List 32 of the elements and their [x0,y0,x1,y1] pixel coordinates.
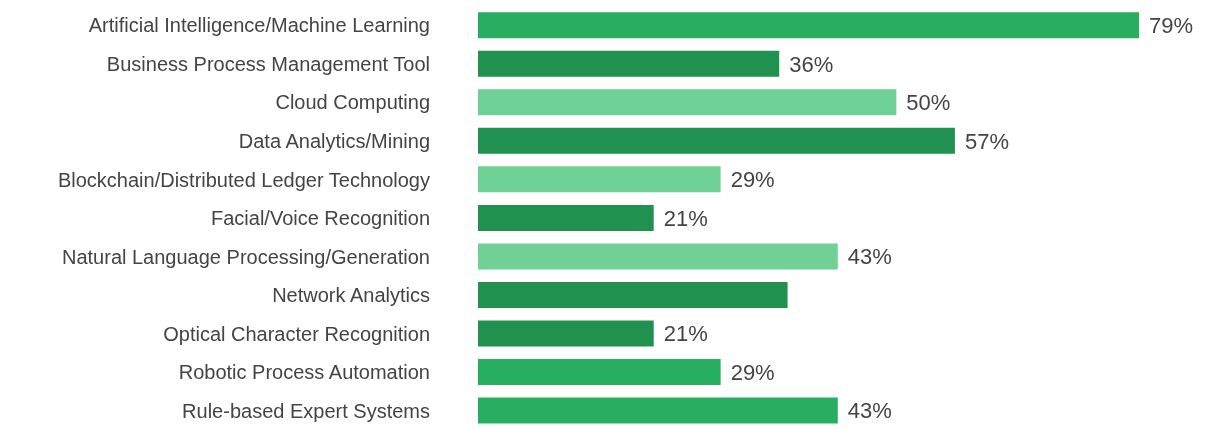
data-label: 29% [730,167,775,193]
y-tick-label: Artificial Intelligence/Machine Learning [88,14,430,37]
bar [478,243,838,270]
data-label: 50% [906,90,951,116]
bar [478,320,654,347]
data-label: 21% [663,321,708,347]
data-label: 29% [730,359,775,385]
bar [478,397,838,424]
bar [478,50,780,77]
bar [478,359,721,386]
data-label: 57% [964,128,1009,154]
y-tick-label: Natural Language Processing/Generation [61,245,430,268]
data-label: 21% [663,205,708,231]
bar [478,12,1139,39]
y-tick-label: Network Analytics [272,284,430,307]
bar [478,281,788,308]
bar [478,127,955,154]
y-tick-label: Blockchain/Distributed Ledger Technology [57,168,430,191]
y-tick-label: Optical Character Recognition [163,322,430,345]
bar [478,89,897,116]
y-tick-label: Cloud Computing [275,91,430,114]
data-label: 79% [1149,12,1194,38]
y-tick-label: Rule-based Expert Systems [182,399,430,422]
data-label: 36% [789,51,834,77]
y-tick-label: Robotic Process Automation [178,361,430,384]
bar [478,166,721,193]
y-tick-label: Facial/Voice Recognition [210,207,430,230]
y-tick-label: Data Analytics/Mining [238,130,430,153]
data-label: 43% [847,244,892,270]
bar [478,204,654,231]
y-tick-label: Business Process Management Tool [106,52,430,75]
data-label: 43% [847,398,892,424]
